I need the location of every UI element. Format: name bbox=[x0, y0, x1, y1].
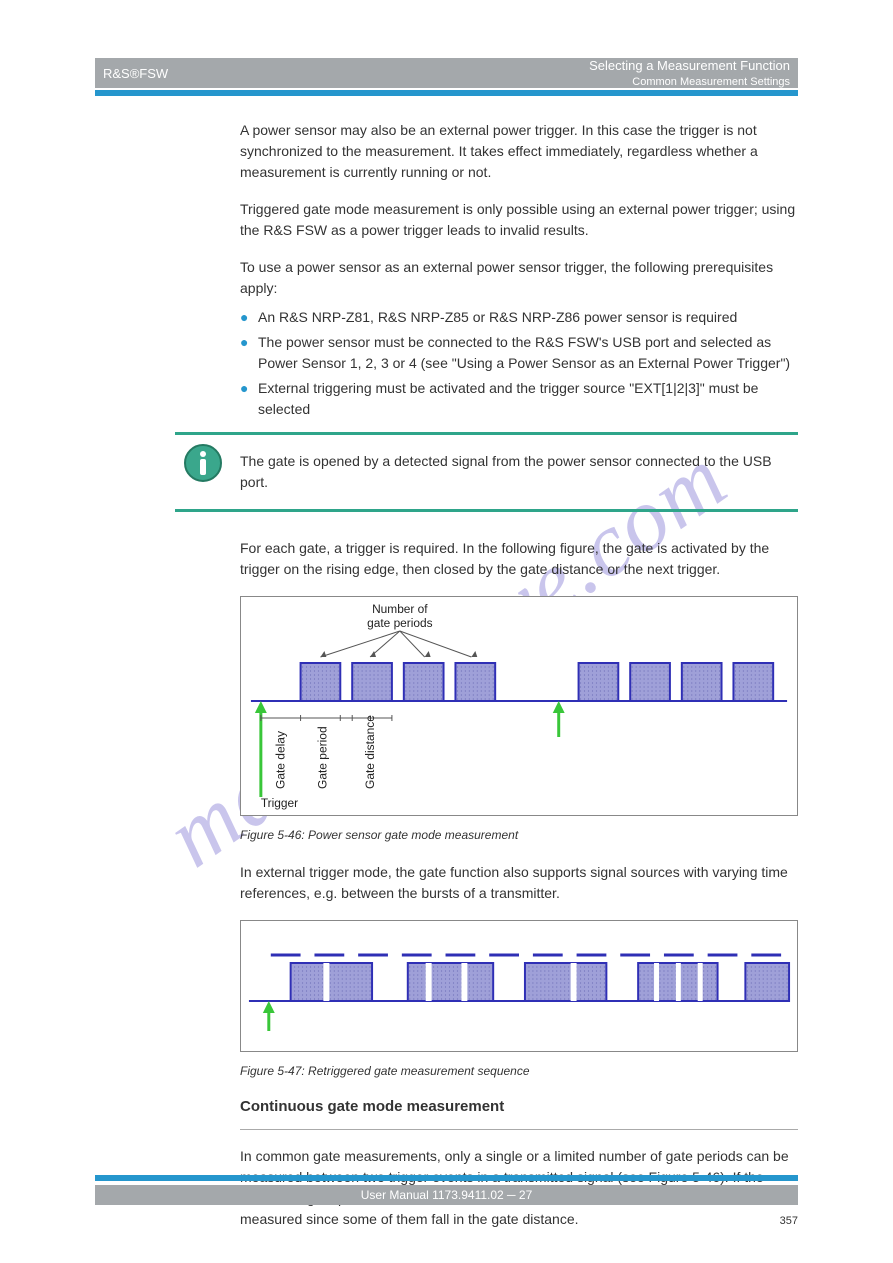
note-box: The gate is opened by a detected signal … bbox=[175, 432, 798, 512]
page-number: 357 bbox=[780, 1215, 798, 1227]
figure-2 bbox=[240, 920, 798, 1052]
header-left: R&S®FSW bbox=[103, 66, 168, 81]
svg-text:gate periods: gate periods bbox=[367, 616, 432, 630]
header-accent bbox=[95, 90, 798, 96]
paragraph: Triggered gate mode measurement is only … bbox=[240, 199, 798, 241]
note-text: The gate is opened by a detected signal … bbox=[240, 451, 798, 493]
svg-text:Gate distance: Gate distance bbox=[363, 715, 377, 789]
footer-accent bbox=[95, 1175, 798, 1181]
svg-text:Gate delay: Gate delay bbox=[274, 731, 288, 789]
svg-text:Number of: Number of bbox=[372, 602, 428, 616]
heading: Continuous gate mode measurement bbox=[240, 1098, 798, 1115]
page: R&S®FSW Selecting a Measurement Function… bbox=[0, 0, 893, 1263]
paragraph: For each gate, a trigger is required. In… bbox=[240, 538, 798, 580]
divider bbox=[240, 1129, 798, 1130]
list-item: ●An R&S NRP-Z81, R&S NRP-Z85 or R&S NRP-… bbox=[240, 307, 798, 328]
header-bar: R&S®FSW Selecting a Measurement Function… bbox=[95, 58, 798, 88]
header-right-2: Common Measurement Settings bbox=[632, 76, 790, 88]
paragraph: To use a power sensor as an external pow… bbox=[240, 257, 798, 299]
figure-2-caption: Figure 5-47: Retriggered gate measuremen… bbox=[240, 1064, 798, 1078]
figure-1-caption: Figure 5-46: Power sensor gate mode meas… bbox=[240, 828, 798, 842]
paragraph: In external trigger mode, the gate funct… bbox=[240, 862, 798, 904]
list-item: ●External triggering must be activated a… bbox=[240, 378, 798, 420]
svg-text:Gate period: Gate period bbox=[315, 726, 329, 789]
footer-bar: User Manual 1173.9411.02 ─ 27 bbox=[95, 1185, 798, 1205]
bullet-list: ●An R&S NRP-Z81, R&S NRP-Z85 or R&S NRP-… bbox=[240, 307, 798, 420]
info-icon bbox=[183, 443, 223, 483]
content: A power sensor may also be an external p… bbox=[95, 120, 798, 1163]
svg-text:Trigger: Trigger bbox=[261, 796, 298, 810]
figure-1: Number of gate periods bbox=[240, 596, 798, 816]
footer-center: User Manual 1173.9411.02 ─ 27 bbox=[361, 1188, 533, 1202]
header-right-1: Selecting a Measurement Function bbox=[589, 58, 790, 73]
list-item: ●The power sensor must be connected to t… bbox=[240, 332, 798, 374]
paragraph: A power sensor may also be an external p… bbox=[240, 120, 798, 183]
